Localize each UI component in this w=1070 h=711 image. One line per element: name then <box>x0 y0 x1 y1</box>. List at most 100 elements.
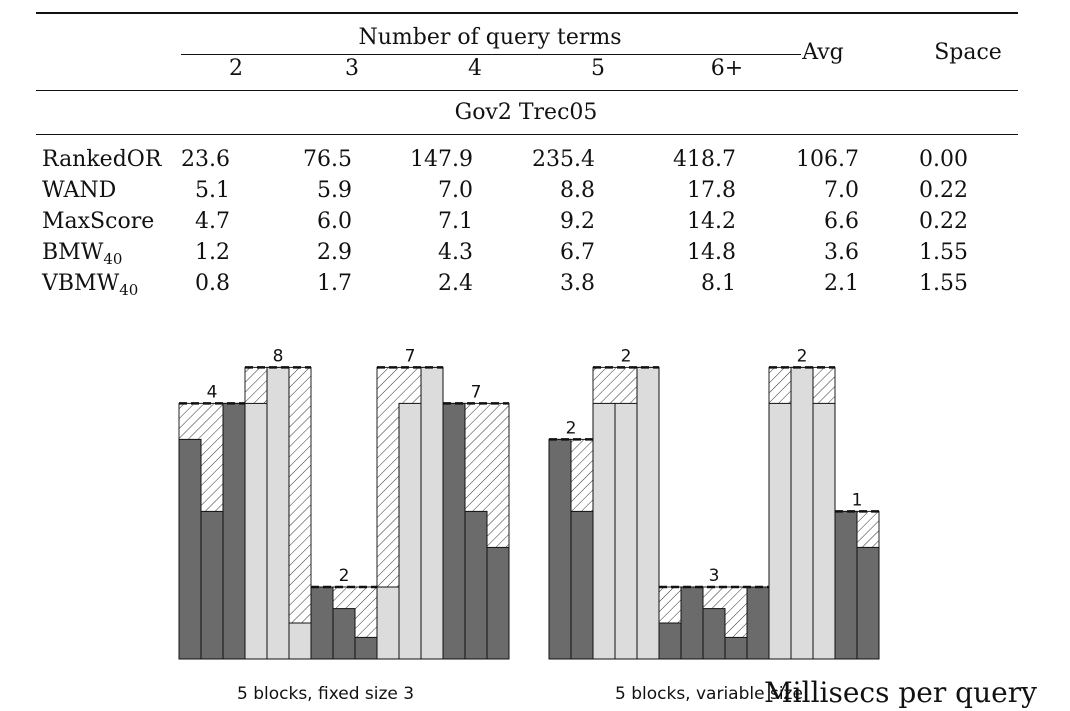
avg-cell: 7.0 <box>824 178 859 203</box>
score-bar <box>702 608 726 660</box>
group-header-rule <box>181 54 801 55</box>
block-label: 7 <box>405 346 416 366</box>
block-label: 3 <box>709 566 720 586</box>
space-cell: 0.22 <box>919 178 968 203</box>
row-name: RankedOR <box>42 147 162 172</box>
score-bar <box>570 510 594 660</box>
row-name: MaxScore <box>42 209 155 234</box>
term-header: 3 <box>345 56 359 81</box>
score-bar <box>288 622 312 660</box>
cell: 9.2 <box>560 209 595 234</box>
score-bar <box>680 586 704 660</box>
block-label: 1 <box>852 490 863 510</box>
space-header: Space <box>934 40 1002 65</box>
cell: 14.2 <box>687 209 736 234</box>
space-cell: 1.55 <box>919 240 968 265</box>
cell: 14.8 <box>687 240 736 265</box>
row-name: BMW40 <box>42 240 123 268</box>
term-header: 6+ <box>710 56 744 81</box>
score-bar <box>812 402 836 660</box>
figure-panel: 2 2 3 2 1 <box>548 346 880 660</box>
score-bar <box>592 402 616 660</box>
cell: 2.4 <box>438 271 473 296</box>
group-header: Number of query terms <box>358 25 622 50</box>
block-max-diagram: 4 8 2 7 7 2 2 3 2 1 <box>178 346 880 660</box>
section-rule <box>36 134 1018 135</box>
cell: 76.5 <box>303 147 352 172</box>
panel-caption: 5 blocks, variable size <box>615 684 803 704</box>
cell: 7.1 <box>438 209 473 234</box>
cell: 17.8 <box>687 178 736 203</box>
term-header: 5 <box>591 56 605 81</box>
avg-cell: 6.6 <box>824 209 859 234</box>
block-label: 4 <box>207 382 218 402</box>
block-label: 2 <box>621 346 632 366</box>
score-bar <box>486 546 510 660</box>
cell: 5.1 <box>195 178 230 203</box>
cell: 8.8 <box>560 178 595 203</box>
header-bottom-rule <box>36 90 1018 91</box>
figure-overlay-caption: Millisecs per query <box>764 676 1037 709</box>
score-bar <box>834 510 858 660</box>
score-bar <box>442 402 466 660</box>
avg-cell: 3.6 <box>824 240 859 265</box>
section-title: Gov2 Trec05 <box>454 100 598 125</box>
cell: 5.9 <box>317 178 352 203</box>
score-bar <box>658 622 682 660</box>
space-cell: 1.55 <box>919 271 968 296</box>
term-header: 4 <box>468 56 482 81</box>
cell: 1.7 <box>317 271 352 296</box>
space-cell: 0.00 <box>919 147 968 172</box>
block-label: 7 <box>471 382 482 402</box>
score-bar <box>768 402 792 660</box>
table-top-rule <box>36 12 1018 14</box>
score-bar <box>266 366 290 660</box>
cell: 4.7 <box>195 209 230 234</box>
cell: 0.8 <box>195 271 230 296</box>
score-bar <box>222 402 246 660</box>
score-bar <box>376 586 400 660</box>
score-bar <box>354 636 378 660</box>
score-bar <box>614 402 638 660</box>
block-label: 2 <box>797 346 808 366</box>
cell: 8.1 <box>701 271 736 296</box>
score-bar <box>310 586 334 660</box>
block-label: 2 <box>566 418 577 438</box>
cell: 1.2 <box>195 240 230 265</box>
score-bar <box>724 636 748 660</box>
cell: 2.9 <box>317 240 352 265</box>
score-bar <box>420 366 444 660</box>
block-label: 2 <box>339 566 350 586</box>
row-name: WAND <box>42 178 117 203</box>
cell: 4.3 <box>438 240 473 265</box>
score-bar <box>746 586 770 660</box>
score-bar <box>464 510 488 660</box>
row-name: VBMW40 <box>42 271 139 299</box>
cell: 418.7 <box>673 147 736 172</box>
score-bar <box>548 438 572 660</box>
cell: 23.6 <box>181 147 230 172</box>
score-bar <box>178 438 202 660</box>
score-bar <box>398 402 422 660</box>
block-max-figure: 4 8 2 7 7 2 2 3 2 1 5 blocks, fixed size 3 5 bloc… <box>0 340 1070 711</box>
panel-caption: 5 blocks, fixed size 3 <box>237 684 415 704</box>
block-label: 8 <box>273 346 284 366</box>
avg-cell: 2.1 <box>824 271 859 296</box>
figure-panel: 4 8 2 7 7 <box>178 346 510 660</box>
cell: 6.7 <box>560 240 595 265</box>
cell: 6.0 <box>317 209 352 234</box>
avg-cell: 106.7 <box>796 147 859 172</box>
space-cell: 0.22 <box>919 209 968 234</box>
score-bar <box>200 510 224 660</box>
score-bar <box>636 366 660 660</box>
cell: 147.9 <box>410 147 473 172</box>
term-header: 2 <box>229 56 243 81</box>
score-bar <box>856 546 880 660</box>
cell: 3.8 <box>560 271 595 296</box>
cell: 7.0 <box>438 178 473 203</box>
score-bar <box>244 402 268 660</box>
score-bar <box>790 366 814 660</box>
score-bar <box>332 608 356 660</box>
avg-header: Avg <box>802 40 844 65</box>
cell: 235.4 <box>532 147 595 172</box>
